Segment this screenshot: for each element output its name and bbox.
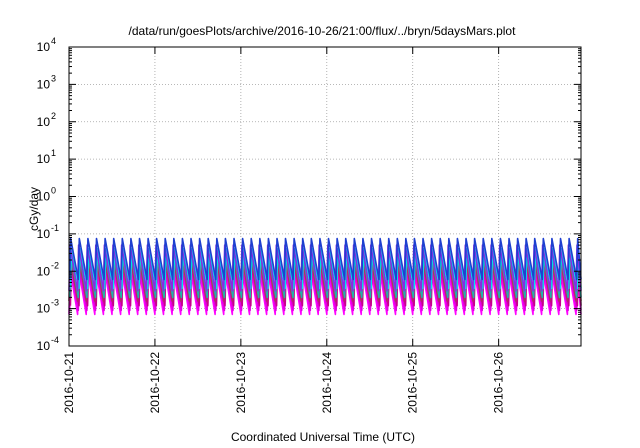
x-tick-label: 2016-10-23 <box>234 352 248 414</box>
y-tick-exp: 3 <box>51 73 56 83</box>
x-tick-label: 2016-10-21 <box>62 352 76 414</box>
y-tick-base: 10 <box>37 227 51 241</box>
x-tick-label: 2016-10-26 <box>492 352 506 414</box>
y-tick-label: 10 1 <box>37 148 56 166</box>
chart-title: /data/run/goesPlots/archive/2016-10-26/2… <box>129 24 517 38</box>
y-tick-base: 10 <box>37 40 51 54</box>
y-tick-label: 10 -4 <box>37 335 59 353</box>
series-line <box>68 255 582 302</box>
y-tick-exp: -1 <box>51 223 59 233</box>
y-tick-label: 10 -2 <box>37 260 59 278</box>
series-line <box>68 267 582 316</box>
y-tick-base: 10 <box>37 115 51 129</box>
y-tick-base: 10 <box>37 339 51 353</box>
y-tick-label: 10 0 <box>37 186 56 204</box>
y-tick-exp: 4 <box>51 36 56 46</box>
y-tick-exp: -2 <box>51 260 59 270</box>
x-tick-label: 2016-10-22 <box>148 352 162 414</box>
series-line <box>69 259 582 307</box>
y-tick-label: 10 -1 <box>37 223 59 241</box>
series-line <box>68 264 582 312</box>
y-tick-exp: -4 <box>51 335 59 345</box>
x-axis-label: Coordinated Universal Time (UTC) <box>231 430 415 444</box>
y-tick-base: 10 <box>37 302 51 316</box>
y-axis-label: cGy/day <box>27 187 41 231</box>
plot-data <box>68 237 582 316</box>
x-tick-label: 2016-10-25 <box>406 352 420 414</box>
y-tick-base: 10 <box>37 264 51 278</box>
y-tick-label: 10 4 <box>37 36 56 54</box>
y-tick-exp: 0 <box>51 186 56 196</box>
y-tick-exp: 2 <box>51 111 56 121</box>
y-tick-label: 10 -3 <box>37 298 59 316</box>
series-line <box>68 244 582 292</box>
y-tick-exp: 1 <box>51 148 56 158</box>
y-tick-base: 10 <box>37 77 51 91</box>
series-line <box>69 247 582 290</box>
y-tick-label: 10 2 <box>37 111 56 129</box>
series-line <box>68 252 582 299</box>
x-tick-label: 2016-10-24 <box>320 352 334 414</box>
series-line <box>68 237 582 281</box>
y-tick-exp: -3 <box>51 298 59 308</box>
x-axis-ticks: 2016-10-21 2016-10-22 2016-10-23 2016-10-24… <box>62 47 506 413</box>
y-tick-base: 10 <box>37 152 51 166</box>
y-tick-label: 10 3 <box>37 73 56 91</box>
y-tick-base: 10 <box>37 190 51 204</box>
